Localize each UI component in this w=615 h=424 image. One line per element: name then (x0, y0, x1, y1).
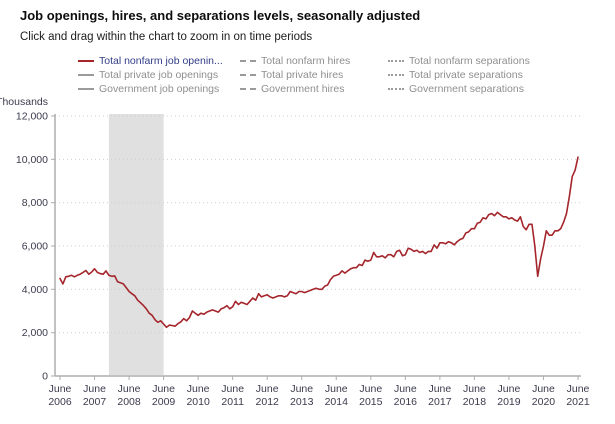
svg-text:June: June (221, 383, 244, 395)
svg-text:2017: 2017 (428, 396, 452, 408)
dashed-line-icon (240, 60, 256, 62)
legend-label: Total private separations (409, 69, 523, 81)
legend-label: Government hires (261, 83, 345, 95)
legend-item-total-nonfarm-separations[interactable]: Total nonfarm separations (388, 54, 588, 68)
svg-text:2019: 2019 (497, 396, 521, 408)
legend-label: Total private hires (261, 69, 344, 81)
svg-text:12,000: 12,000 (16, 111, 48, 123)
svg-text:2020: 2020 (532, 396, 556, 408)
y-axis-title: Thousands (0, 96, 48, 108)
svg-text:6,000: 6,000 (22, 241, 48, 253)
chart-plot-area[interactable]: 0 2,000 4,000 6,000 8,000 10,000 12,000 Thousan… (0, 96, 615, 424)
svg-text:0: 0 (42, 371, 48, 383)
legend-label: Total nonfarm hires (261, 55, 351, 67)
dotted-line-icon (388, 88, 404, 90)
solid-line-icon (78, 74, 94, 76)
svg-text:2012: 2012 (256, 396, 280, 408)
legend-label: Total private job openings (99, 69, 219, 81)
legend-label: Total nonfarm job openin... (99, 55, 223, 67)
svg-text:2,000: 2,000 (22, 327, 48, 339)
svg-text:2010: 2010 (186, 396, 210, 408)
svg-text:June: June (359, 383, 382, 395)
legend-item-government-hires[interactable]: Government hires (240, 82, 388, 96)
svg-text:2011: 2011 (221, 396, 244, 408)
svg-text:June: June (83, 383, 106, 395)
series-total-nonfarm-job-openings[interactable] (59, 156, 579, 329)
legend-column-openings: Total nonfarm job openin... Total privat… (78, 54, 240, 96)
svg-text:10,000: 10,000 (16, 154, 48, 166)
legend-label: Total nonfarm separations (409, 55, 530, 67)
svg-text:2007: 2007 (83, 396, 107, 408)
legend-item-total-nonfarm-job-openings[interactable]: Total nonfarm job openin... (78, 54, 240, 68)
svg-text:8,000: 8,000 (22, 197, 48, 209)
svg-text:June: June (187, 383, 210, 395)
svg-text:June: June (325, 383, 348, 395)
page-title: Job openings, hires, and separations lev… (20, 8, 421, 23)
svg-text:June: June (463, 383, 486, 395)
svg-text:June: June (118, 383, 141, 395)
svg-text:June: June (290, 383, 313, 395)
dashed-line-icon (240, 88, 256, 90)
svg-text:2014: 2014 (325, 396, 349, 408)
legend-label: Government job openings (99, 83, 220, 95)
svg-text:2015: 2015 (359, 396, 383, 408)
legend-item-total-nonfarm-hires[interactable]: Total nonfarm hires (240, 54, 388, 68)
svg-text:June: June (49, 383, 72, 395)
legend-column-hires: Total nonfarm hires Total private hires … (240, 54, 388, 96)
svg-text:June: June (498, 383, 521, 395)
chart-legend: Total nonfarm job openin... Total privat… (78, 54, 588, 96)
svg-text:2016: 2016 (394, 396, 418, 408)
svg-text:June: June (256, 383, 279, 395)
dashed-line-icon (240, 74, 256, 76)
svg-text:2018: 2018 (463, 396, 487, 408)
svg-text:June: June (394, 383, 417, 395)
svg-text:June: June (428, 383, 451, 395)
svg-text:June: June (532, 383, 555, 395)
solid-line-icon (78, 60, 94, 62)
legend-column-separations: Total nonfarm separations Total private … (388, 54, 588, 96)
legend-item-government-job-openings[interactable]: Government job openings (78, 82, 240, 96)
dotted-line-icon (388, 74, 404, 76)
x-axis-labels: June2006June2007June2008June2009June2010… (48, 376, 590, 408)
solid-line-icon (78, 88, 94, 90)
y-axis-labels: 0 2,000 4,000 6,000 8,000 10,000 12,000 (16, 111, 48, 383)
svg-text:4,000: 4,000 (22, 284, 48, 296)
legend-item-total-private-separations[interactable]: Total private separations (388, 68, 588, 82)
svg-text:June: June (152, 383, 175, 395)
legend-item-total-private-job-openings[interactable]: Total private job openings (78, 68, 240, 82)
dotted-line-icon (388, 60, 404, 62)
legend-item-government-separations[interactable]: Government separations (388, 82, 588, 96)
svg-text:2008: 2008 (117, 396, 141, 408)
svg-text:2009: 2009 (152, 396, 176, 408)
svg-text:2013: 2013 (290, 396, 314, 408)
recession-band (108, 114, 164, 375)
legend-label: Government separations (409, 83, 524, 95)
svg-text:2021: 2021 (566, 396, 590, 408)
svg-text:2006: 2006 (48, 396, 72, 408)
svg-text:June: June (567, 383, 590, 395)
y-gridlines (51, 115, 581, 377)
legend-item-total-private-hires[interactable]: Total private hires (240, 68, 388, 82)
chart-instruction: Click and drag within the chart to zoom … (20, 31, 313, 43)
